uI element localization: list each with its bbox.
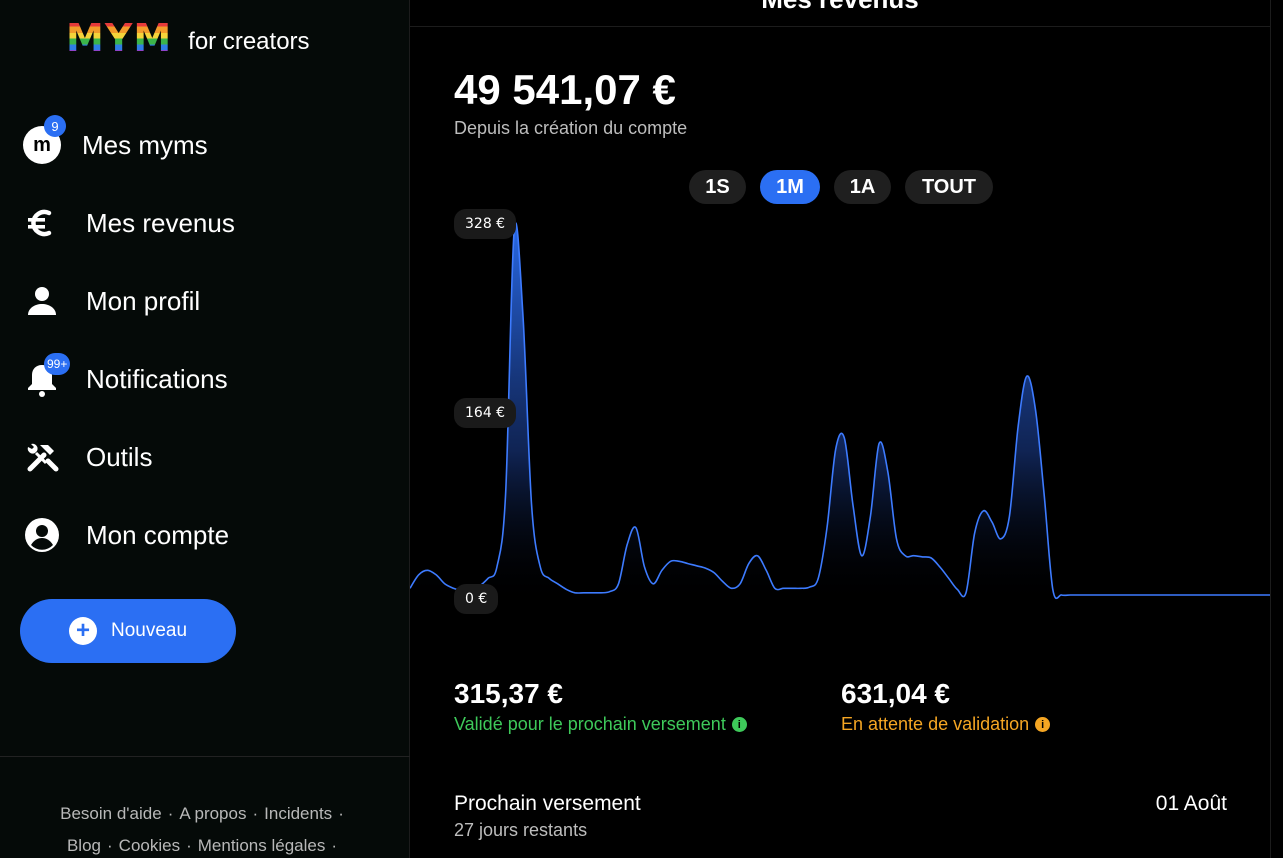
header-divider	[410, 26, 1270, 27]
main-content	[410, 0, 1270, 858]
sidebar-item-notifications[interactable]: 99+ Notifications	[22, 353, 382, 404]
main-border	[1270, 0, 1271, 858]
notifications-count-badge: 99+	[44, 353, 71, 375]
new-button-label: Nouveau	[110, 620, 188, 641]
plus-circle-icon: +	[68, 617, 97, 645]
next-payout-title: Prochain versement	[454, 792, 641, 815]
sidebar-item-label: Notifications	[86, 363, 228, 394]
euro-icon	[22, 203, 62, 243]
y-tick-label: 328 €	[454, 209, 517, 239]
new-button[interactable]: + Nouveau	[20, 599, 236, 663]
revenue-chart[interactable]	[410, 200, 1270, 620]
sidebar-item-label: Mon profil	[86, 285, 201, 316]
sidebar-item-outils[interactable]: Outils	[22, 432, 382, 482]
logo-brand: MYM	[66, 16, 173, 60]
bell-icon: 99+	[22, 353, 71, 399]
period-tout-button[interactable]: TOUT	[905, 170, 993, 204]
y-tick-label: 0 €	[454, 584, 499, 614]
sidebar: MYM for creators m 9 Mes myms Mes revenu…	[0, 0, 410, 858]
info-icon[interactable]: i	[1035, 717, 1051, 732]
total-revenue-caption: Depuis la création du compte	[454, 118, 688, 138]
tools-icon	[22, 437, 62, 477]
y-tick-label: 164 €	[454, 398, 517, 428]
footer-links: Besoin d'aide · A propos · Incidents · Blog · C…	[60, 804, 344, 855]
sidebar-item-label: Mes revenus	[86, 207, 235, 238]
page-title: Mes revenus	[410, 0, 1270, 15]
myms-count-badge: 9	[44, 115, 66, 137]
chart-area-fill	[410, 223, 1270, 606]
sidebar-item-label: Outils	[86, 441, 153, 472]
footer-divider	[0, 756, 410, 757]
mym-logo[interactable]: MYM for creators	[66, 16, 310, 60]
pending-amount: 631,04 €	[841, 678, 950, 709]
info-icon[interactable]: i	[731, 717, 747, 732]
validated-amount: 315,37 €	[454, 678, 563, 709]
total-revenue: 49 541,07 €	[454, 66, 676, 113]
pending-label: En attente de validation i	[841, 714, 1051, 735]
footer-link-blog[interactable]: Blog	[66, 836, 101, 855]
next-payout-remaining: 27 jours restants	[454, 820, 588, 840]
validated-label: Validé pour le prochain versement i	[454, 714, 747, 735]
period-1a-button[interactable]: 1A	[834, 170, 891, 204]
footer-link-incidents[interactable]: Incidents	[264, 804, 333, 823]
footer-link-cookies[interactable]: Cookies	[118, 836, 181, 855]
sidebar-item-mes-revenus[interactable]: Mes revenus	[22, 198, 382, 248]
footer-link-help[interactable]: Besoin d'aide	[60, 804, 162, 823]
next-payout-date: 01 Août	[1155, 792, 1227, 815]
account-circle-icon	[22, 515, 62, 555]
sidebar-item-label: Mon compte	[86, 519, 230, 550]
sidebar-item-mon-profil[interactable]: Mon profil	[22, 276, 382, 326]
sidebar-item-label: Mes myms	[82, 129, 208, 160]
footer-link-legal[interactable]: Mentions légales	[197, 836, 326, 855]
period-1m-button[interactable]: 1M	[760, 170, 820, 204]
person-icon	[22, 281, 62, 321]
period-1s-button[interactable]: 1S	[689, 170, 746, 204]
validated-label-text: Validé pour le prochain versement	[454, 714, 726, 734]
avatar: m 9	[22, 115, 66, 165]
sidebar-item-mon-compte[interactable]: Mon compte	[22, 510, 382, 560]
logo-subtitle: for creators	[188, 28, 310, 55]
pending-label-text: En attente de validation	[841, 714, 1030, 734]
chart-series-line	[410, 222, 1270, 600]
period-selector: 1S 1M 1A TOUT	[689, 170, 1007, 204]
sidebar-item-mes-myms[interactable]: m 9 Mes myms	[22, 115, 382, 170]
footer-link-about[interactable]: A propos	[179, 804, 247, 823]
